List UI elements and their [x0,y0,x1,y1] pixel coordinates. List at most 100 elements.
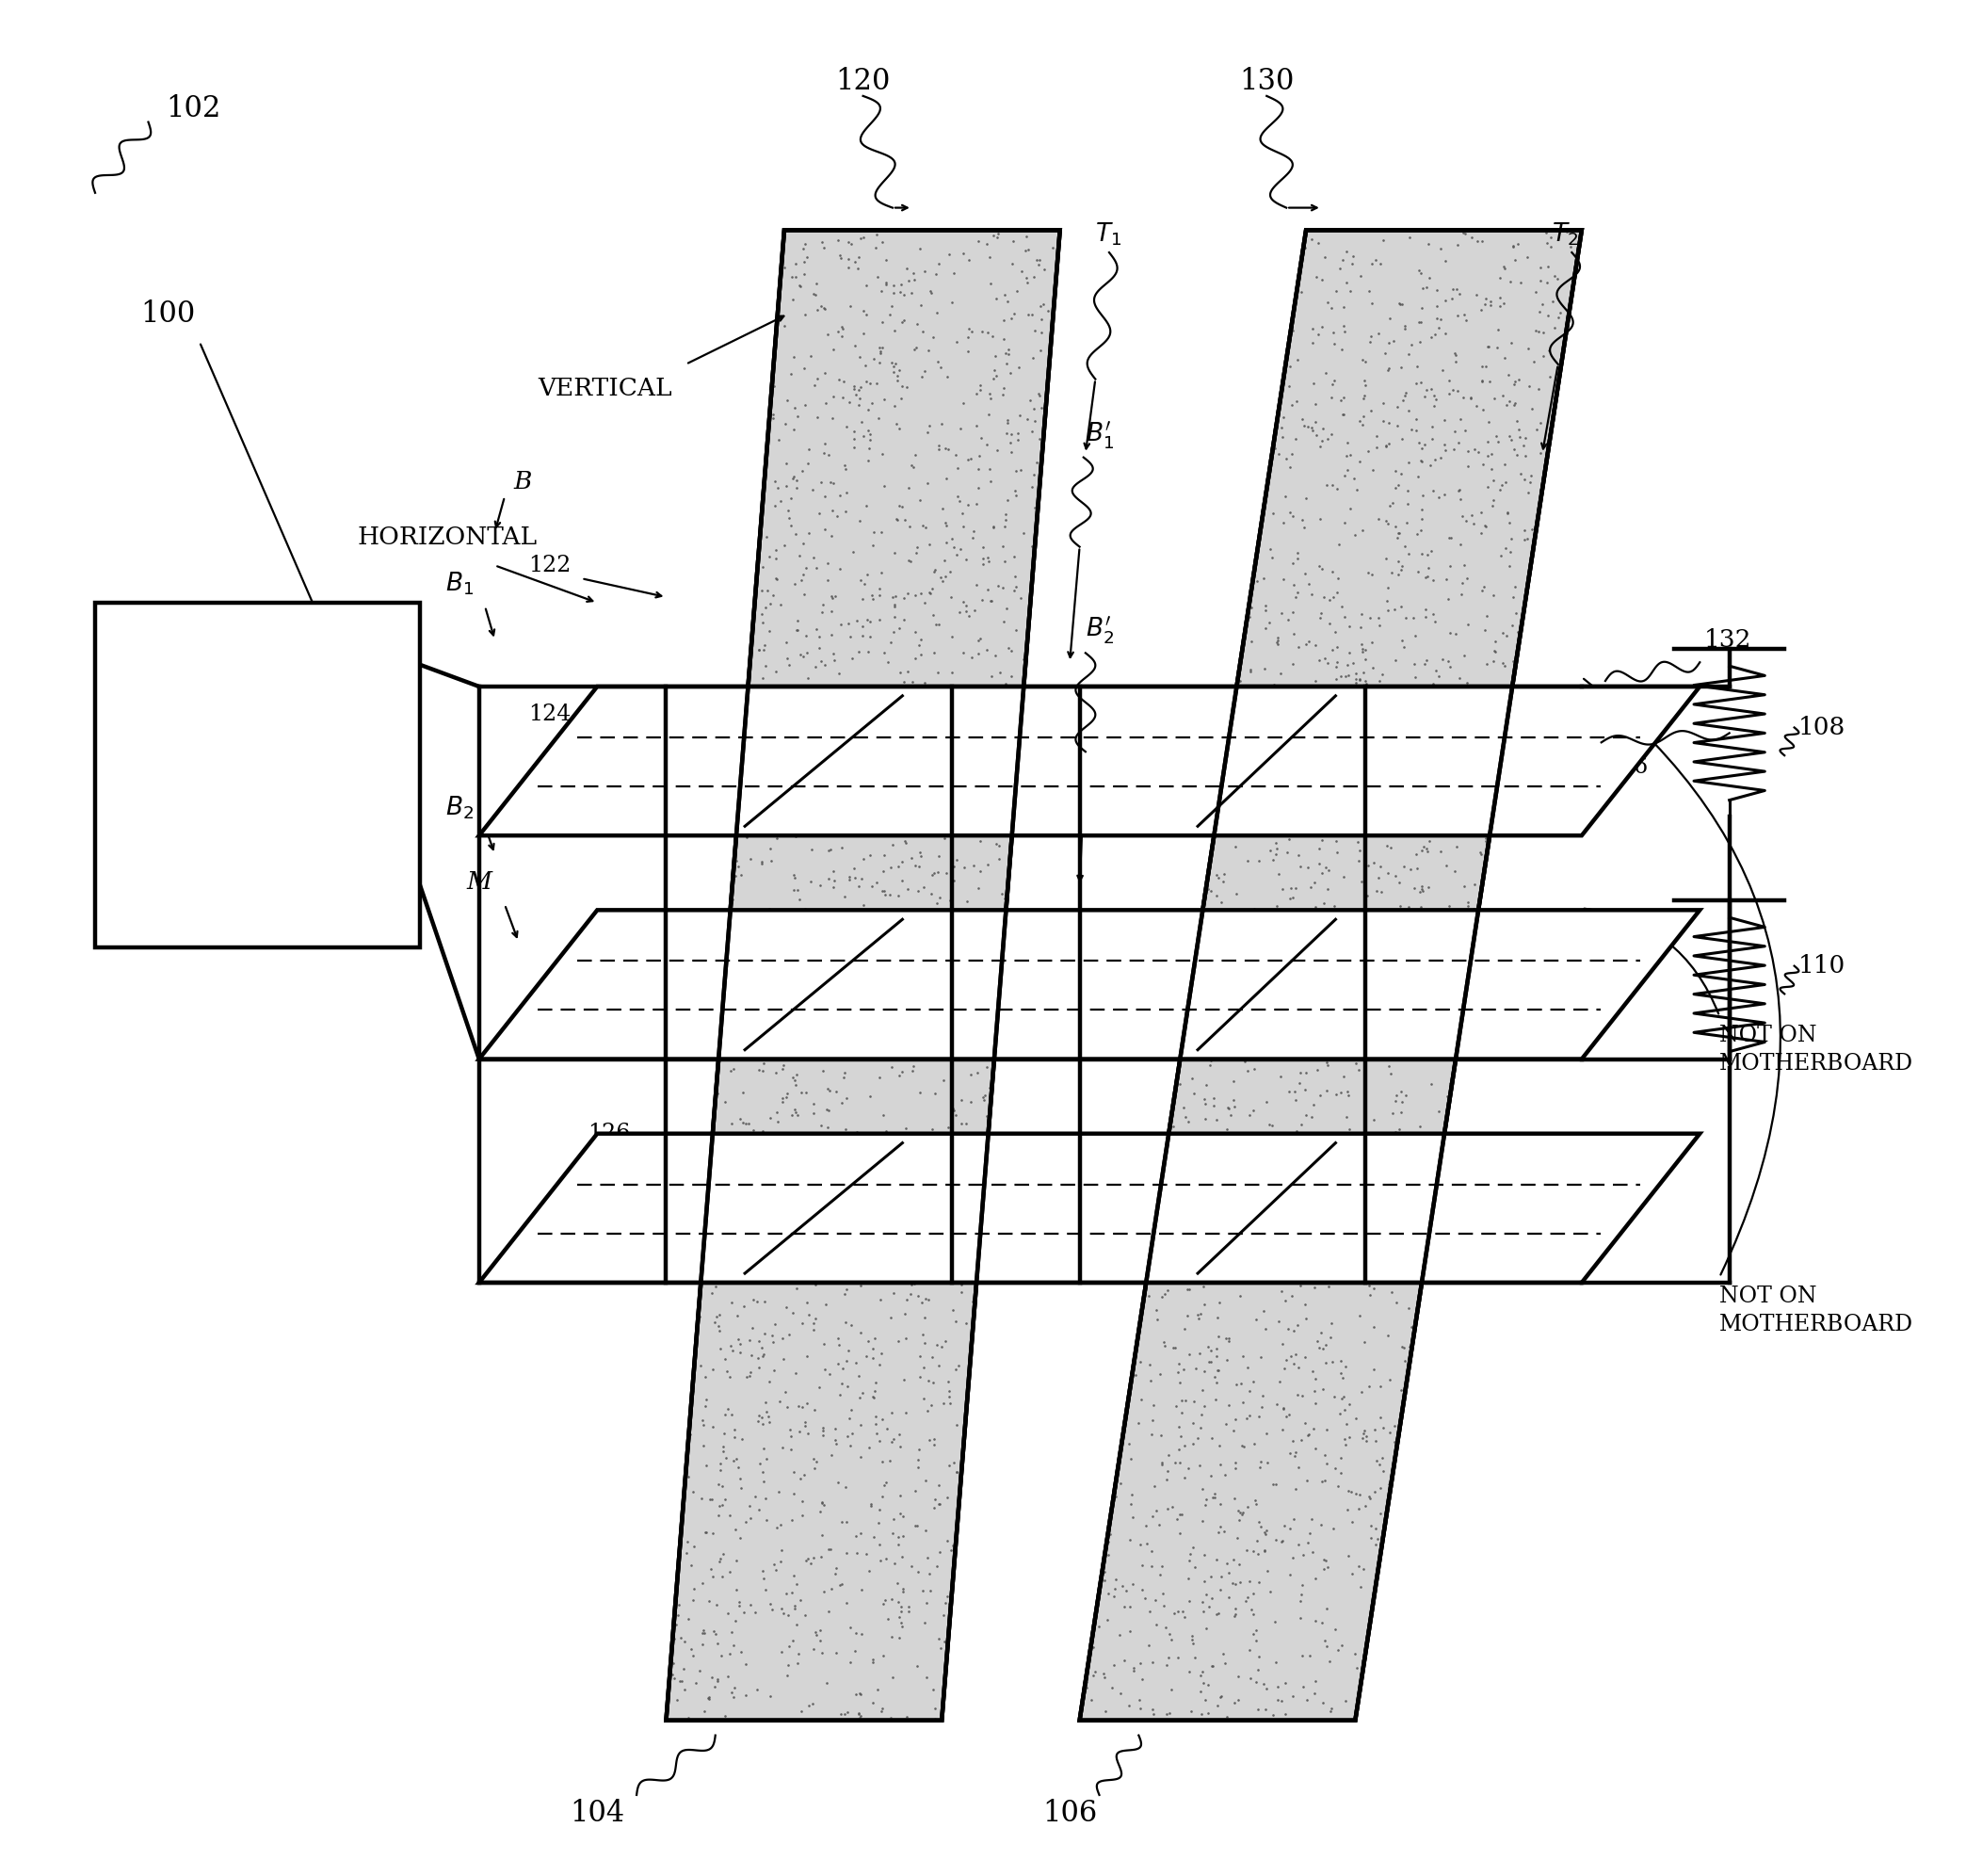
Point [904,291,936,321]
Point [1500,246,1532,276]
Point [834,968,866,998]
Point [723,1523,755,1553]
Point [1126,1347,1157,1377]
Point [757,1326,789,1356]
Point [1441,1036,1473,1066]
Point [941,844,973,874]
Point [1284,754,1316,784]
Point [1393,1180,1425,1210]
Point [1364,1538,1395,1568]
Point [1379,947,1411,977]
Point [1138,1700,1169,1730]
Point [858,1157,890,1188]
Point [1385,460,1417,490]
Point [896,1041,928,1071]
Point [1316,634,1348,664]
Point [902,1281,934,1311]
Point [1538,261,1570,291]
Point [733,1356,765,1386]
Point [817,857,848,887]
Point [963,1210,995,1240]
Point [914,1424,945,1454]
Point [947,587,979,617]
Point [1324,660,1356,690]
Point [1411,734,1443,764]
Point [1076,1685,1108,1715]
Point [1183,1189,1215,1219]
Point [1324,1443,1356,1473]
Point [884,1004,916,1034]
Point [1193,1178,1225,1208]
Point [1328,1062,1360,1092]
Point [975,910,1007,940]
Point [1391,818,1423,848]
Point [1265,658,1296,688]
Point [995,662,1027,692]
Point [1213,961,1245,991]
Point [866,439,898,469]
Point [805,968,836,998]
Point [1389,377,1421,407]
Point [684,1302,716,1332]
Point [1364,863,1395,893]
Point [1276,597,1308,627]
Point [1334,1114,1366,1144]
Point [908,668,939,698]
Point [886,1542,918,1572]
Point [1243,1506,1274,1536]
Point [1189,1490,1221,1520]
Point [733,1324,765,1354]
Point [1346,1178,1377,1208]
Point [1429,285,1461,315]
Point [937,1294,969,1324]
Point [1433,645,1465,675]
Point [876,291,908,321]
Point [1344,1152,1376,1182]
Point [805,1497,836,1527]
Point [1203,1431,1235,1461]
Point [1350,1214,1381,1244]
Point [823,1133,854,1163]
Point [858,1647,890,1677]
Point [807,1137,838,1167]
Point [757,955,789,985]
Point [1443,475,1475,505]
Point [747,1056,779,1086]
Point [1538,313,1570,343]
Point [894,1156,926,1186]
Point [1344,835,1376,865]
Point [1385,1086,1417,1116]
Point [1199,929,1231,959]
Point [890,1298,922,1328]
Point [781,1274,813,1304]
Point [1185,1700,1217,1730]
Point [747,608,779,638]
Point [725,910,757,940]
Point [826,311,858,341]
Point [1342,679,1374,709]
Point [1251,1418,1282,1448]
Point [941,326,973,356]
Point [1399,957,1431,987]
Point [1352,850,1383,880]
Point [832,1336,864,1366]
Bar [95,602,420,947]
Point [1324,1345,1356,1375]
Point [1211,1114,1243,1144]
Point [1316,809,1348,839]
Point [969,720,1001,750]
Point [1263,439,1294,469]
Point [898,334,930,364]
Point [723,1463,755,1493]
Point [852,445,884,475]
Point [1090,1696,1122,1726]
Point [1350,1159,1381,1189]
Point [939,1354,971,1384]
Point [916,880,947,910]
Point [1344,1551,1376,1581]
Point [823,1467,854,1497]
Point [791,621,823,651]
Point [1165,1264,1197,1294]
Point [1372,1321,1403,1351]
Point [801,553,832,583]
